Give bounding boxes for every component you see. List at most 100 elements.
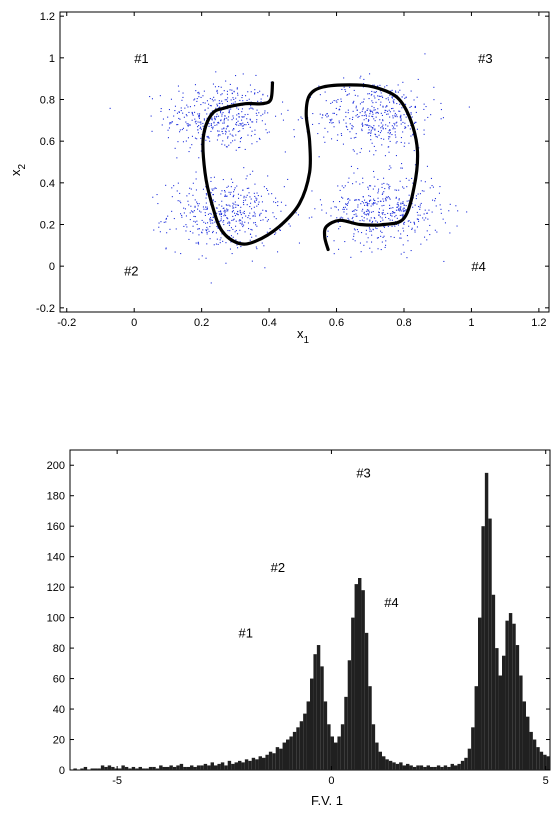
scatter-point [194, 137, 196, 139]
histogram-bar [375, 742, 379, 770]
scatter-point [219, 102, 221, 104]
scatter-point [229, 222, 231, 224]
scatter-point [210, 123, 212, 125]
scatter-point [449, 203, 451, 205]
scatter-point [344, 89, 346, 91]
scatter-point [439, 204, 441, 206]
scatter-point [352, 126, 354, 128]
scatter-point [361, 110, 363, 112]
scatter-point [378, 188, 380, 190]
scatter-point [235, 239, 237, 241]
scatter-point [377, 192, 379, 194]
scatter-point [377, 178, 379, 180]
scatter-point [352, 149, 354, 151]
scatter-point [394, 131, 396, 133]
scatter-point [347, 109, 349, 111]
y-tick-label: 140 [47, 552, 65, 564]
scatter-point [399, 110, 401, 112]
scatter-point [365, 118, 367, 120]
scatter-point [195, 90, 197, 92]
scatter-point [345, 111, 347, 113]
histogram-bar [306, 701, 310, 770]
scatter-point [363, 115, 365, 117]
scatter-point [235, 75, 237, 77]
scatter-point [213, 188, 215, 190]
scatter-point [369, 199, 371, 201]
scatter-point [351, 118, 353, 120]
scatter-point [395, 209, 397, 211]
scatter-point [382, 219, 384, 221]
scatter-point [406, 186, 408, 188]
scatter-point [177, 124, 179, 126]
scatter-point [239, 222, 241, 224]
scatter-point [385, 240, 387, 242]
scatter-point [158, 226, 160, 228]
scatter-point [181, 129, 183, 131]
scatter-point [357, 231, 359, 233]
scatter-point [395, 214, 397, 216]
scatter-point [224, 194, 226, 196]
histogram-bar [310, 678, 314, 770]
scatter-point [259, 138, 261, 140]
scatter-point [227, 97, 229, 99]
scatter-point [408, 225, 410, 227]
scatter-point [231, 103, 233, 105]
scatter-point [373, 217, 375, 219]
scatter-point [432, 186, 434, 188]
scatter-point [401, 167, 403, 169]
scatter-point [391, 212, 393, 214]
scatter-point [393, 126, 395, 128]
scatter-point [390, 167, 392, 169]
scatter-point [333, 253, 335, 255]
scatter-point [368, 213, 370, 215]
scatter-point [221, 233, 223, 235]
scatter-point [352, 102, 354, 104]
scatter-point [211, 98, 213, 100]
scatter-point [226, 186, 228, 188]
scatter-point [388, 138, 390, 140]
scatter-point [362, 124, 364, 126]
scatter-point [256, 192, 258, 194]
scatter-point [404, 210, 406, 212]
scatter-point [241, 108, 243, 110]
scatter-point [400, 202, 402, 204]
scatter-point [230, 178, 232, 180]
scatter-point [169, 123, 171, 125]
scatter-point [384, 188, 386, 190]
scatter-point [388, 188, 390, 190]
scatter-point [374, 92, 376, 94]
scatter-point [231, 119, 233, 121]
scatter-point [176, 112, 178, 114]
scatter-point [271, 193, 273, 195]
scatter-point [368, 132, 370, 134]
scatter-point [374, 109, 376, 111]
scatter-point [170, 122, 172, 124]
scatter-point [249, 239, 251, 241]
histogram-bar [320, 666, 324, 770]
scatter-point [225, 204, 227, 206]
scatter-point [380, 130, 382, 132]
scatter-point [330, 119, 332, 121]
scatter-point [240, 206, 242, 208]
scatter-point [356, 199, 358, 201]
scatter-point [185, 215, 187, 217]
scatter-point [226, 90, 228, 92]
histogram-bar [512, 623, 516, 770]
scatter-point [240, 246, 242, 248]
x-tick-label: 0.2 [194, 317, 209, 329]
scatter-point [401, 163, 403, 165]
scatter-point [210, 180, 212, 182]
scatter-point [336, 139, 338, 141]
scatter-point [235, 149, 237, 151]
scatter-point [237, 247, 239, 249]
scatter-point [225, 215, 227, 217]
histogram-bar [73, 768, 77, 770]
scatter-point [232, 115, 234, 117]
scatter-point [210, 222, 212, 224]
scatter-point [217, 130, 219, 132]
scatter-point [227, 218, 229, 220]
scatter-point [197, 228, 199, 230]
scatter-point [225, 210, 227, 212]
